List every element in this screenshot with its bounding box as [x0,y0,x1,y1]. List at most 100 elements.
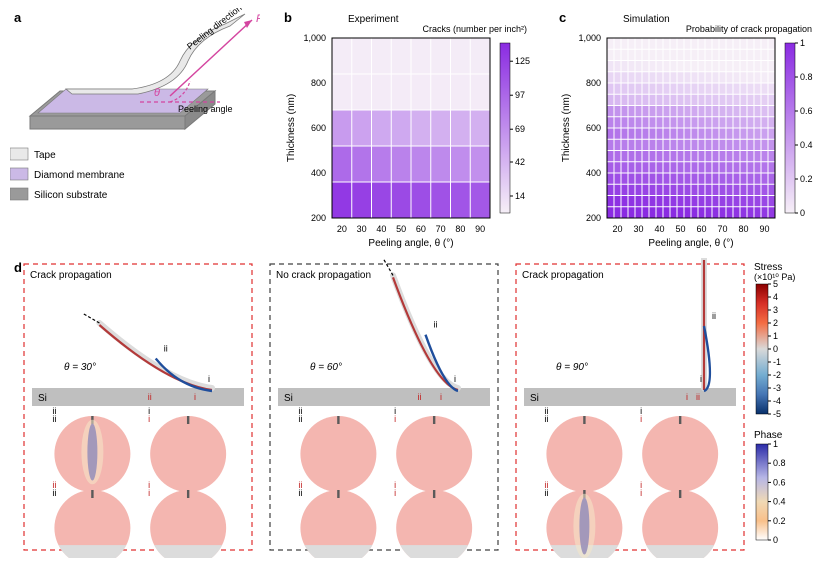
heatmap-cell [663,184,670,195]
heatmap-cell [470,182,490,218]
region-title: Crack propagation [30,270,112,281]
heatmap-cell [684,94,691,105]
heatmap-cell [691,117,698,128]
heatmap-cell [691,38,698,49]
legend: TapeDiamond membraneSilicon substrate [10,148,125,201]
heatmap-cell [332,182,352,218]
heatmap-cell [352,38,372,74]
stress-tick: 2 [773,318,778,328]
heatmap-cell [705,38,712,49]
heatmap-cell [698,128,705,139]
region-title: No crack propagation [276,270,371,281]
disc [546,416,622,492]
heatmap-cell [761,94,768,105]
heatmap-cell [719,207,726,218]
heatmap-cell [754,94,761,105]
heatmap-cell [670,49,677,60]
heatmap-cell [635,94,642,105]
heatmap-cell [705,72,712,83]
heatmap-cell [451,74,471,110]
discs: iiiiiiiiiiii [52,406,226,558]
heatmap-cell [663,72,670,83]
stress-colorbar [756,284,768,414]
y-tick: 800 [311,78,326,88]
heatmap-cell [677,38,684,49]
si-label: Si [284,393,293,404]
heatmap-cell [768,184,775,195]
heatmap-cell [733,61,740,72]
heatmap-cell [677,128,684,139]
marker-i: i [440,392,442,402]
heatmap-cell [614,139,621,150]
heatmap-cell [698,61,705,72]
heatmap-cell [684,151,691,162]
legend-label: Diamond membrane [34,170,125,181]
heatmap-cell [635,173,642,184]
heatmap-cell [642,106,649,117]
heatmap-cell [712,49,719,60]
heatmap-cell [740,49,747,60]
heatmap-cell [642,151,649,162]
si-label: Si [38,393,47,404]
heatmap-cell [726,38,733,49]
colorbar-tick: 0 [800,208,805,218]
heatmap-cell [691,173,698,184]
heatmap-cell [768,173,775,184]
heatmap-cell [628,83,635,94]
heatmap-cell [628,72,635,83]
marker-ii: ii [712,311,716,321]
stress-tick: 1 [773,331,778,341]
y-tick: 200 [311,213,326,223]
x-tick: 90 [475,224,485,234]
heatmap-cell [635,184,642,195]
stress-tick: -5 [773,409,781,419]
legend-swatch [10,148,28,160]
heatmap-cell [712,207,719,218]
heatmap-cell [451,38,471,74]
heatmap-cell [635,139,642,150]
marker-i-top: i [454,374,456,384]
x-tick: 80 [455,224,465,234]
heatmap-cell [761,196,768,207]
heatmap-cell [431,146,451,182]
heatmap-cell [754,151,761,162]
theta-label: θ = 30° [64,362,96,373]
heatmap-cell [712,162,719,173]
heatmap-cell [712,106,719,117]
heatmap-cell [726,139,733,150]
heatmap-cell [649,173,656,184]
heatmap-cell [663,94,670,105]
colorbar [500,43,510,213]
heatmap-cell [733,173,740,184]
heatmap-cell [761,151,768,162]
heatmap-cell [677,117,684,128]
heatmap-cell [352,110,372,146]
heatmap-cell [691,207,698,218]
heatmap-cell [740,106,747,117]
heatmap-cell [740,162,747,173]
heatmap-cell [649,151,656,162]
discs: iiiiiiiiiiii [298,406,472,558]
discs: iiiiiiiiiiii [544,406,718,558]
heatmap-cell [332,74,352,110]
heatmap-cell [768,196,775,207]
heatmap-cell [642,61,649,72]
heatmap-cell [761,83,768,94]
heatmap-cell [733,128,740,139]
heatmap-cell [670,128,677,139]
heatmap-cell [607,184,614,195]
heatmap-cell [635,106,642,117]
heatmap-cell [705,162,712,173]
heatmap-cell [628,173,635,184]
heatmap-cell [740,72,747,83]
heatmap-cell [656,38,663,49]
heatmap-cell [712,117,719,128]
heatmap-cell [649,106,656,117]
heatmap-cell [698,38,705,49]
figure-root: aFPeeling directionθPeeling angleTapeDia… [0,0,830,567]
heatmap-cell [649,72,656,83]
heatmap-cell [768,72,775,83]
heatmap-cell [656,196,663,207]
panel-d: dCrack propagationSiiiiiiiθ = 30°iiiiiii… [10,258,820,558]
svg-text:ii: ii [544,406,548,416]
